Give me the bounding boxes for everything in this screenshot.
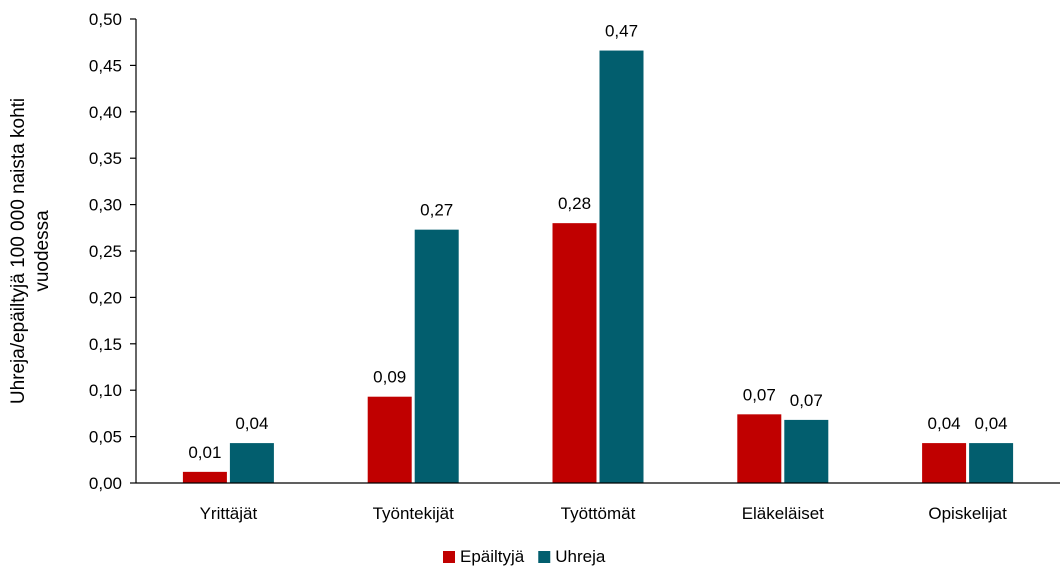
bars [182, 50, 1014, 483]
bar [367, 396, 412, 483]
x-category-label: Eläkeläiset [742, 504, 824, 523]
y-tick-label: 0,30 [89, 196, 122, 215]
y-tick-label: 0,10 [89, 381, 122, 400]
y-tick-label: 0,20 [89, 288, 122, 307]
data-label: 0,04 [928, 414, 961, 433]
bar [182, 471, 227, 483]
legend-item: Uhreja [538, 547, 606, 566]
y-axis-title-line-2: vuodessa [32, 210, 53, 292]
y-tick-label: 0,15 [89, 335, 122, 354]
y-tick-label: 0,00 [89, 474, 122, 493]
bar [599, 50, 644, 483]
bar [229, 443, 274, 483]
y-tick-label: 0,25 [89, 242, 122, 261]
legend-item: Epäiltyjä [443, 547, 525, 566]
bar [414, 229, 459, 483]
data-label: 0,09 [373, 368, 406, 387]
bar [784, 419, 829, 483]
data-label: 0,04 [975, 414, 1008, 433]
x-axis: Yrittäjät Työntekijät Työttömät Eläkeläiset… [136, 482, 1060, 523]
bar [922, 443, 967, 483]
bar [969, 443, 1014, 483]
y-tick-label: 0,45 [89, 56, 122, 75]
y-axis: 0,00 0,05 0,10 0,15 0,20 0,25 0,30 0,35 0,40 0,45… [89, 10, 137, 493]
y-tick-label: 0,05 [89, 428, 122, 447]
bar [552, 223, 597, 483]
legend-swatch [443, 551, 455, 563]
x-category-label: Työttömät [561, 504, 636, 523]
y-tick-label: 0,40 [89, 103, 122, 122]
data-label: 0,47 [605, 22, 638, 41]
y-tick-label: 0,50 [89, 10, 122, 29]
x-category-label: Yrittäjät [200, 504, 258, 523]
y-axis-title-line-1: Uhreja/epäiltyjä 100 000 naista kohti [8, 98, 29, 404]
y-tick-label: 0,35 [89, 149, 122, 168]
data-label: 0,28 [558, 194, 591, 213]
bar [737, 414, 782, 483]
data-label: 0,01 [188, 443, 221, 462]
x-category-label: Opiskelijat [928, 504, 1007, 523]
legend-swatch [538, 551, 551, 563]
data-label: 0,04 [235, 414, 268, 433]
data-label: 0,07 [790, 391, 823, 410]
x-category-label: Työntekijät [373, 504, 455, 523]
data-label: 0,27 [420, 201, 453, 220]
data-labels: 0,01 0,04 0,09 0,27 0,28 0,47 0,07 0,07 0,04 0,04 [188, 22, 1007, 462]
legend-label: Uhreja [555, 547, 606, 566]
legend: Epäiltyjä Uhreja [443, 547, 606, 566]
y-axis-title: Uhreja/epäiltyjä 100 000 naista kohti vu… [8, 98, 53, 404]
data-label: 0,07 [743, 385, 776, 404]
legend-label: Epäiltyjä [460, 547, 525, 566]
